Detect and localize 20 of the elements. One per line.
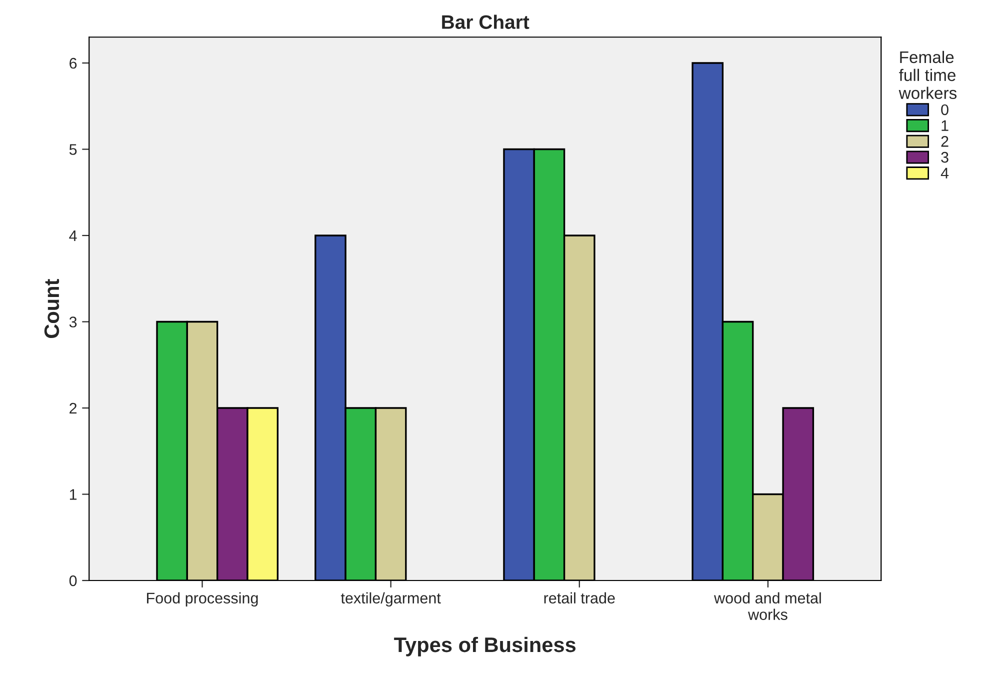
y-tick-label: 2 bbox=[70, 402, 77, 414]
legend-label: 4 bbox=[940, 168, 949, 178]
legend-label: 2 bbox=[941, 136, 948, 147]
y-axis-title: Count bbox=[44, 278, 60, 338]
x-tick-label: Food processing bbox=[147, 592, 258, 607]
legend-label: 1 bbox=[942, 120, 948, 131]
legend-label: 3 bbox=[941, 152, 948, 163]
legend-title: Female full time workers bbox=[898, 50, 957, 100]
x-tick-label: retail trade bbox=[544, 592, 615, 604]
y-tick-label: 3 bbox=[69, 316, 77, 328]
y-tick-label: 6 bbox=[70, 58, 77, 69]
y-tick-label: 0 bbox=[69, 575, 77, 586]
x-axis-title: Types of Business bbox=[394, 636, 576, 656]
x-tick-label: textile/garment bbox=[340, 592, 441, 607]
y-tick-label: 5 bbox=[69, 144, 77, 155]
chart-title: Bar Chart bbox=[442, 14, 530, 29]
y-tick-label: 4 bbox=[69, 230, 77, 242]
y-tick-label: 1 bbox=[70, 489, 77, 500]
legend-label: 0 bbox=[941, 104, 948, 116]
x-tick-label: wood and metal works bbox=[714, 592, 821, 620]
